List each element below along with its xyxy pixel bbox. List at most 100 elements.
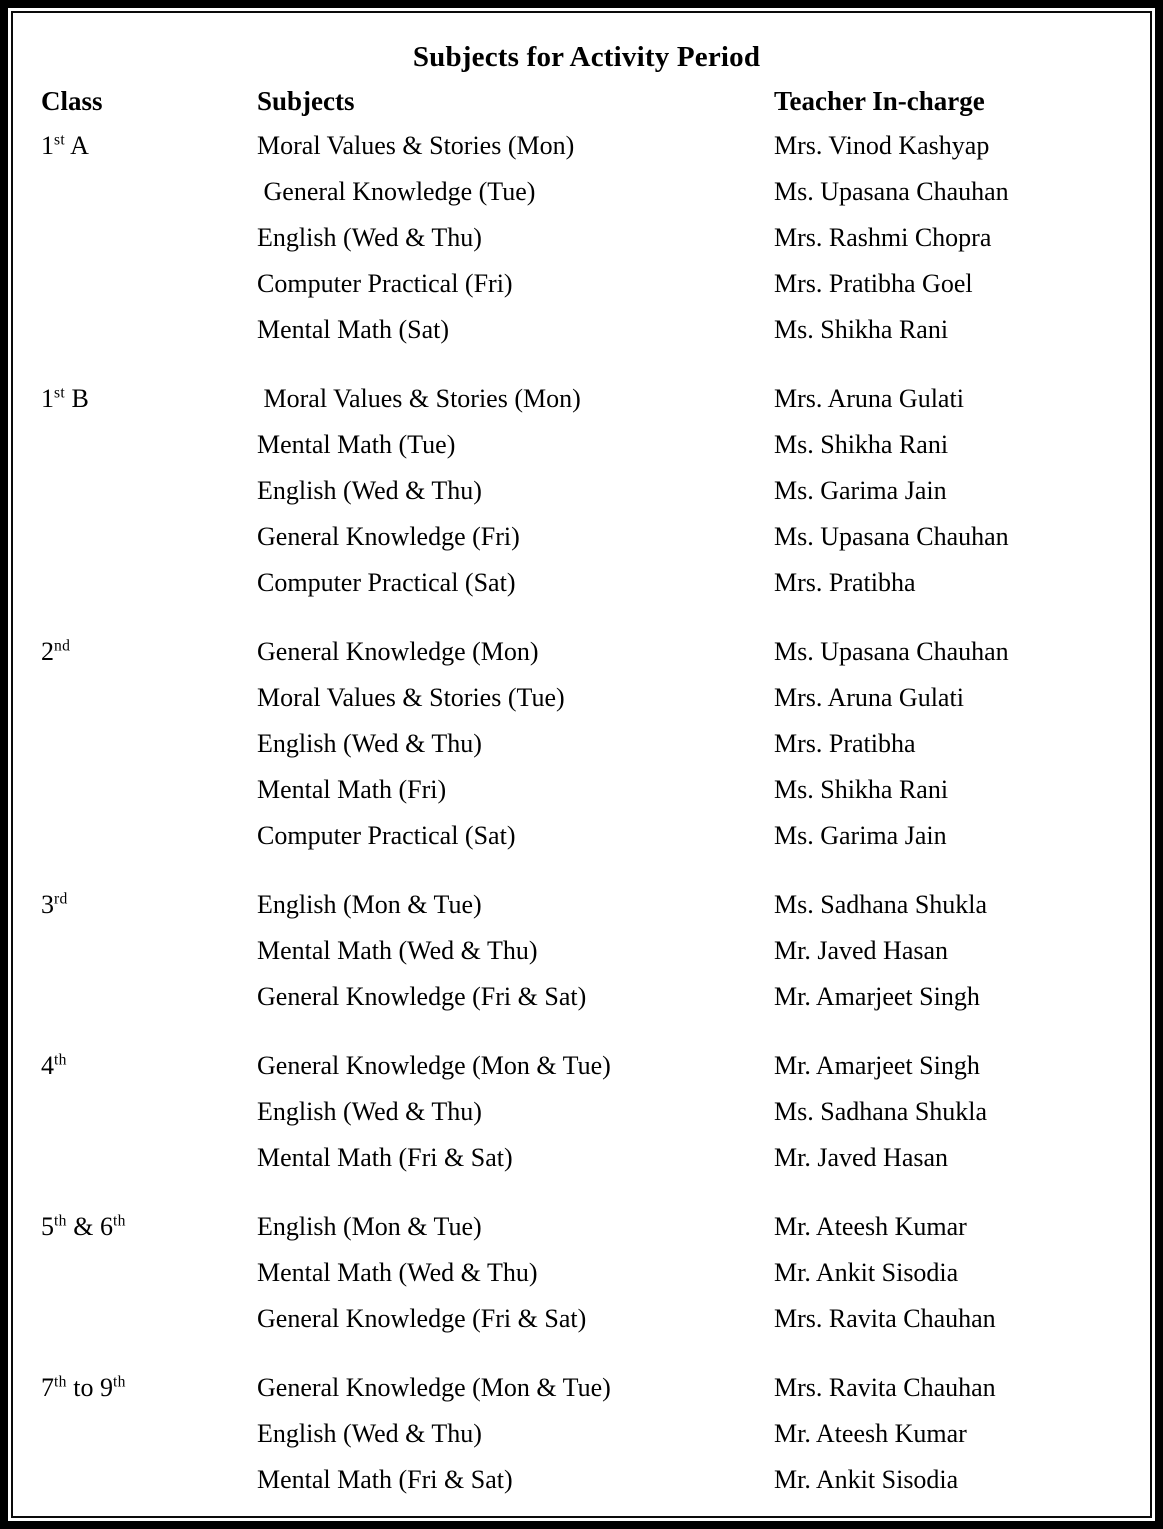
class-label: 3rd	[41, 882, 257, 1020]
class-label: 4th	[41, 1043, 257, 1181]
teacher-cell: Ms. Sadhana Shukla	[774, 1097, 988, 1126]
subject-cell: English (Wed & Thu)	[257, 729, 482, 758]
subject-cell: General Knowledge (Fri & Sat)	[257, 982, 587, 1011]
class-block: 7th to 9th General Knowledge (Mon & Tue) M…	[41, 1365, 1132, 1503]
teacher-cell: Ms. Garima Jain	[774, 476, 947, 505]
table-row: Mental Math (Fri) Ms. Shikha Rani	[257, 767, 1132, 813]
block-rows: Moral Values & Stories (Mon) Mrs. Aruna G…	[257, 376, 1132, 606]
column-header-subjects: Subjects	[257, 86, 355, 116]
teacher-cell: Ms. Upasana Chauhan	[774, 177, 1009, 206]
class-ordinal-suffix: st	[54, 131, 66, 149]
subject-cell: English (Wed & Thu)	[257, 223, 482, 252]
class-label: 1st B	[41, 376, 257, 606]
subject-cell: Mental Math (Wed & Thu)	[257, 1258, 538, 1287]
class-ordinal-suffix: th	[54, 1051, 67, 1069]
class-label-text: 3	[41, 890, 54, 919]
subject-cell: Mental Math (Wed & Thu)	[257, 936, 538, 965]
class-label: 1st A	[41, 123, 257, 353]
table-row: General Knowledge (Fri) Ms. Upasana Chauh…	[257, 514, 1132, 560]
subject-cell: English (Wed & Thu)	[257, 1419, 482, 1448]
table-row: Moral Values & Stories (Tue) Mrs. Aruna G…	[257, 675, 1132, 721]
document-inner-frame: Subjects for Activity Period Class Subje…	[11, 11, 1152, 1518]
teacher-cell: Mr. Ankit Sisodia	[774, 1465, 959, 1494]
class-block: 1st A Moral Values & Stories (Mon) Mrs. Vi…	[41, 123, 1132, 353]
teacher-cell: Mrs. Pratibha Goel	[774, 269, 973, 298]
block-rows: General Knowledge (Mon & Tue) Mr. Amarjee…	[257, 1043, 1132, 1181]
subject-cell: Mental Math (Tue)	[257, 430, 456, 459]
class-label-text: 4	[41, 1051, 54, 1080]
table-row: Moral Values & Stories (Mon) Mrs. Vinod K…	[257, 123, 1132, 169]
table-row: General Knowledge (Mon & Tue) Mrs. Ravita…	[257, 1365, 1132, 1411]
subject-cell: Mental Math (Sat)	[257, 315, 450, 344]
block-rows: English (Mon & Tue) Ms. Sadhana Shukla Men…	[257, 882, 1132, 1020]
teacher-cell: Mr. Amarjeet Singh	[774, 982, 980, 1011]
subject-cell: Computer Practical (Fri)	[257, 269, 513, 298]
class-label: 7th to 9th	[41, 1365, 257, 1503]
teacher-cell: Ms. Shikha Rani	[774, 430, 949, 459]
class-label: 5th & 6th	[41, 1204, 257, 1342]
table-row: Mental Math (Tue) Ms. Shikha Rani	[257, 422, 1132, 468]
subject-cell: General Knowledge (Mon & Tue)	[257, 1373, 611, 1402]
table-row: Computer Practical (Fri) Mrs. Pratibha Go…	[257, 261, 1132, 307]
class-label-text: B	[65, 384, 89, 413]
table-header-row: Class Subjects Teacher In-charge	[41, 79, 1132, 123]
subject-cell: General Knowledge (Fri)	[257, 522, 520, 551]
class-label: 2nd	[41, 629, 257, 859]
teacher-cell: Mrs. Ravita Chauhan	[774, 1373, 996, 1402]
class-ordinal-suffix: th	[112, 1373, 126, 1391]
class-ordinal-suffix: th	[54, 1373, 67, 1391]
teacher-cell: Mr. Javed Hasan	[774, 936, 949, 965]
teacher-cell: Ms. Shikha Rani	[774, 315, 949, 344]
table-row: Moral Values & Stories (Mon) Mrs. Aruna G…	[257, 376, 1132, 422]
table-row: English (Wed & Thu) Mrs. Rashmi Chopra	[257, 215, 1132, 261]
class-label-text: 5	[41, 1212, 54, 1241]
table-row: English (Wed & Thu) Mrs. Pratibha	[257, 721, 1132, 767]
subject-cell: Moral Values & Stories (Tue)	[257, 683, 565, 712]
teacher-cell: Ms. Shikha Rani	[774, 775, 949, 804]
table-row: Computer Practical (Sat) Mrs. Pratibha	[257, 560, 1132, 606]
column-header-teacher-in-charge: Teacher In-charge	[774, 86, 985, 116]
subject-cell: English (Wed & Thu)	[257, 476, 482, 505]
table-row: English (Wed & Thu) Ms. Garima Jain	[257, 468, 1132, 514]
class-ordinal-suffix: th	[54, 1212, 67, 1230]
class-block: 4th General Knowledge (Mon & Tue) Mr. Amar…	[41, 1043, 1132, 1181]
subject-cell: English (Mon & Tue)	[257, 890, 482, 919]
block-rows: Moral Values & Stories (Mon) Mrs. Vinod K…	[257, 123, 1132, 353]
class-label-text: A	[65, 131, 89, 160]
teacher-cell: Ms. Garima Jain	[774, 821, 947, 850]
class-ordinal-suffix: st	[54, 384, 66, 402]
class-label-text: & 6	[66, 1212, 113, 1241]
teacher-cell: Mrs. Aruna Gulati	[774, 683, 964, 712]
table-row: General Knowledge (Fri & Sat) Mr. Amarjee…	[257, 974, 1132, 1020]
table-row: English (Wed & Thu) Mr. Ateesh Kumar	[257, 1411, 1132, 1457]
column-header-class: Class	[41, 86, 103, 116]
table-row: General Knowledge (Tue) Ms. Upasana Chauh…	[257, 169, 1132, 215]
teacher-cell: Mr. Javed Hasan	[774, 1143, 949, 1172]
class-label-text: to 9	[66, 1373, 113, 1402]
class-label-text: 2	[41, 637, 54, 666]
class-label-text: 1	[41, 384, 54, 413]
block-rows: English (Mon & Tue) Mr. Ateesh Kumar Menta…	[257, 1204, 1132, 1342]
subject-cell: Moral Values & Stories (Mon)	[257, 384, 581, 413]
table-row: English (Wed & Thu) Ms. Sadhana Shukla	[257, 1089, 1132, 1135]
teacher-cell: Mrs. Vinod Kashyap	[774, 131, 990, 160]
subject-cell: General Knowledge (Mon)	[257, 637, 539, 666]
class-ordinal-suffix: rd	[54, 890, 68, 908]
subject-cell: Mental Math (Fri & Sat)	[257, 1465, 513, 1494]
teacher-cell: Mrs. Pratibha	[774, 729, 916, 758]
subject-cell: Mental Math (Fri)	[257, 775, 447, 804]
class-block: 1st B Moral Values & Stories (Mon) Mrs. A…	[41, 376, 1132, 606]
class-ordinal-suffix: th	[112, 1212, 126, 1230]
table-row: English (Mon & Tue) Mr. Ateesh Kumar	[257, 1204, 1132, 1250]
table-body: 1st A Moral Values & Stories (Mon) Mrs. Vi…	[41, 123, 1132, 1503]
table-row: English (Mon & Tue) Ms. Sadhana Shukla	[257, 882, 1132, 928]
subject-cell: General Knowledge (Mon & Tue)	[257, 1051, 611, 1080]
subject-cell: General Knowledge (Fri & Sat)	[257, 1304, 587, 1333]
class-block: 5th & 6th English (Mon & Tue) Mr. Ateesh K…	[41, 1204, 1132, 1342]
teacher-cell: Ms. Sadhana Shukla	[774, 890, 988, 919]
table-row: Mental Math (Fri & Sat) Mr. Javed Hasan	[257, 1135, 1132, 1181]
subject-cell: General Knowledge (Tue)	[257, 177, 536, 206]
subject-cell: Mental Math (Fri & Sat)	[257, 1143, 513, 1172]
teacher-cell: Mrs. Pratibha	[774, 568, 916, 597]
